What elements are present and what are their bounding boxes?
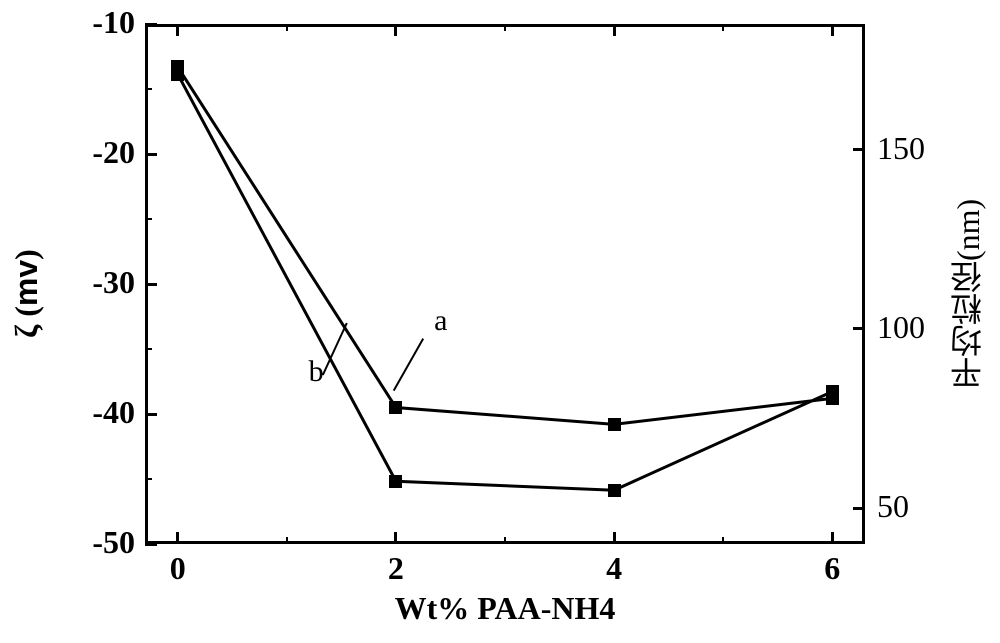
tick: [394, 24, 397, 36]
tick-label: -10: [45, 4, 135, 41]
leader-a: [394, 339, 423, 391]
marker-b: [826, 385, 839, 398]
tick: [176, 532, 179, 544]
tick-label: 100: [877, 309, 925, 346]
tick: [176, 24, 179, 36]
tick-label: 2: [336, 550, 456, 587]
tick: [853, 148, 865, 151]
tick: [504, 537, 506, 544]
marker-b: [389, 475, 402, 488]
marker-b: [608, 484, 621, 497]
series-line-a: [178, 67, 833, 425]
tick-label: -30: [45, 264, 135, 301]
tick: [831, 532, 834, 544]
tick: [853, 327, 865, 330]
series-line-b: [178, 74, 833, 490]
tick: [853, 507, 865, 510]
tick-label: 0: [118, 550, 238, 587]
tick-label: 50: [877, 488, 909, 525]
tick-label: 150: [877, 130, 925, 167]
tick: [145, 543, 157, 546]
tick: [145, 153, 157, 156]
tick: [722, 537, 724, 544]
tick-label: 4: [554, 550, 674, 587]
tick: [504, 24, 506, 31]
series-label-a: a: [434, 304, 447, 338]
tick: [145, 478, 152, 480]
tick: [145, 348, 152, 350]
tick-label: -50: [45, 524, 135, 561]
marker-a: [608, 418, 621, 431]
tick: [831, 24, 834, 36]
marker-b: [171, 68, 184, 81]
series-label-b: b: [309, 355, 324, 389]
tick: [145, 88, 152, 90]
chart-svg: [0, 0, 1000, 643]
tick: [722, 24, 724, 31]
tick: [286, 537, 288, 544]
tick: [145, 413, 157, 416]
tick: [394, 532, 397, 544]
tick: [145, 23, 157, 26]
marker-a: [389, 401, 402, 414]
tick-label: -20: [45, 134, 135, 171]
tick: [286, 24, 288, 31]
tick-label: -40: [45, 394, 135, 431]
tick: [613, 532, 616, 544]
tick: [145, 283, 157, 286]
tick: [613, 24, 616, 36]
tick-label: 6: [772, 550, 892, 587]
tick: [145, 218, 152, 220]
chart-stage: ζ (mv) 平均粒径(nm) Wt% PAA-NH4 0246-50-40-3…: [0, 0, 1000, 643]
